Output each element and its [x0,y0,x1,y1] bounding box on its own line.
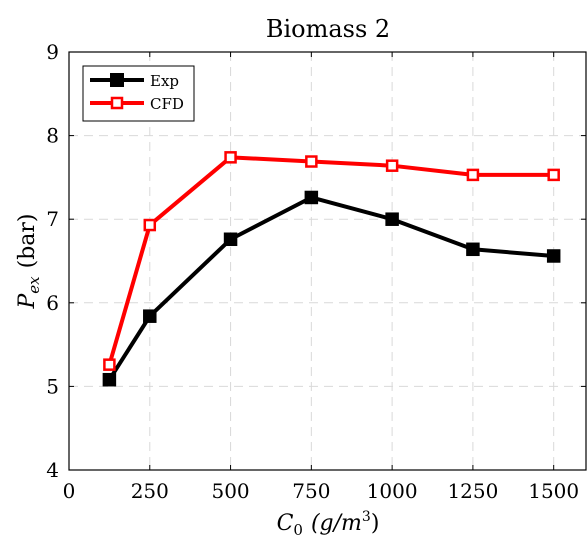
data-point-cfd [466,168,480,182]
series [102,151,561,387]
legend: Exp CFD [82,65,195,122]
data-point-exp [546,249,561,263]
data-point-cfd [385,159,399,172]
y-axis-label-units: (bar) [15,213,40,268]
data-point-exp [223,232,238,247]
y-tick-label: 9 [46,40,59,64]
y-axis-label-subscript: ex [25,276,43,294]
x-axis-label-main: C [277,511,294,536]
data-point-exp [385,212,399,226]
legend-cfd-label: CFD [150,95,184,113]
x-tick-label: 1250 [447,479,498,503]
y-tick-label: 5 [46,374,59,398]
legend-exp-label: Exp [150,72,179,90]
legend-box [82,65,195,122]
chart-title: Biomass 2 [266,15,390,43]
x-axis-label-subscript: 0 [293,521,303,538]
data-point-cfd [305,155,318,168]
data-point-exp [102,372,117,387]
y-axis-label-main: P [15,293,40,310]
y-axis-label: Pex (bar) [15,213,43,309]
x-axis-label-units: (g/m [311,511,362,536]
x-tick-label: 0 [63,479,76,503]
series-line-exp [107,195,554,381]
x-tick-label: 750 [292,479,330,503]
data-point-exp [143,309,157,323]
y-tick-label: 6 [46,291,59,315]
data-point-exp [304,190,319,205]
x-tick-label: 1000 [367,479,418,503]
x-tick-label: 250 [131,479,169,503]
data-point-cfd [103,358,116,371]
grid [69,52,586,470]
y-tick-label: 8 [46,124,59,148]
legend-cfd-marker [110,96,124,110]
axis-ticks: 0 250 500 750 1000 1250 1500 4 5 6 7 8 9 [46,40,586,503]
data-point-cfd [547,168,560,182]
series-line-cfd [107,155,554,366]
x-axis-label-superscript: 3 [362,509,371,525]
plot-area-frame [68,51,587,471]
y-tick-label: 4 [46,458,59,482]
data-point-cfd [224,151,237,164]
y-tick-label: 7 [46,207,59,231]
x-axis-label: C0 (g/m3) [277,509,380,538]
data-point-exp [466,242,480,257]
data-point-cfd [143,218,157,232]
x-tick-label: 500 [211,479,249,503]
legend-exp-marker [110,73,124,87]
x-tick-label: 1500 [528,479,579,503]
x-axis-label-close: ) [371,511,380,536]
